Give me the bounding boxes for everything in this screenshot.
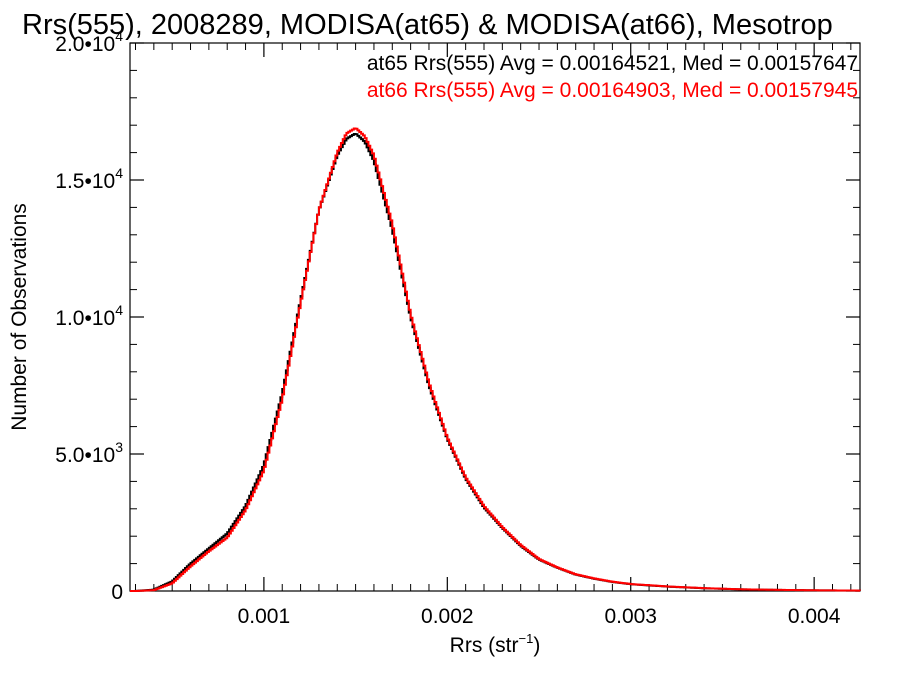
y-tick-exponent: 4 — [115, 165, 123, 181]
y-tick-label: 5.0•103 — [55, 439, 123, 467]
x-tick-label: 0.002 — [421, 605, 474, 628]
y-tick-mantissa: 5.0•10 — [55, 444, 115, 467]
y-tick-label: 1.0•104 — [55, 302, 123, 330]
y-tick-mantissa: 1.5•10 — [55, 170, 115, 193]
x-axis-label-sup: −1 — [519, 631, 534, 646]
x-axis-label-base: Rrs (str — [450, 634, 519, 657]
chart-title: Rrs(555), 2008289, MODISA(at65) & MODISA… — [22, 9, 833, 41]
y-tick-mantissa: 2.0•10 — [55, 33, 115, 56]
annotation-at65: at65 Rrs(555) Avg = 0.00164521, Med = 0.… — [367, 52, 858, 75]
y-tick-label: 0 — [111, 581, 123, 604]
series-line-at66 — [130, 127, 861, 592]
x-tick-label: 0.003 — [604, 605, 657, 628]
x-tick-label: 0.004 — [788, 605, 841, 628]
annotation-at66: at66 Rrs(555) Avg = 0.00164903, Med = 0.… — [367, 79, 858, 102]
y-tick-exponent: 4 — [115, 28, 123, 44]
series-line-at65 — [130, 132, 861, 592]
y-tick-exponent: 4 — [115, 302, 123, 318]
y-tick-mantissa: 0 — [111, 581, 123, 604]
x-axis-label-end: ) — [533, 634, 540, 657]
y-tick-label: 1.5•104 — [55, 165, 123, 193]
x-axis-label: Rrs (str−1) — [450, 631, 541, 657]
x-axis: 0.001 0.002 0.003 0.004 — [135, 43, 852, 628]
plot-frame — [129, 42, 861, 592]
y-axis-label: Number of Observations — [8, 203, 31, 431]
plot-series — [130, 127, 861, 592]
y-tick-label: 2.0•104 — [55, 28, 123, 56]
x-tick-label: 0.001 — [238, 605, 291, 628]
y-tick-mantissa: 1.0•10 — [55, 307, 115, 330]
annotations: at65 Rrs(555) Avg = 0.00164521, Med = 0.… — [367, 52, 858, 102]
y-tick-exponent: 3 — [115, 439, 123, 455]
